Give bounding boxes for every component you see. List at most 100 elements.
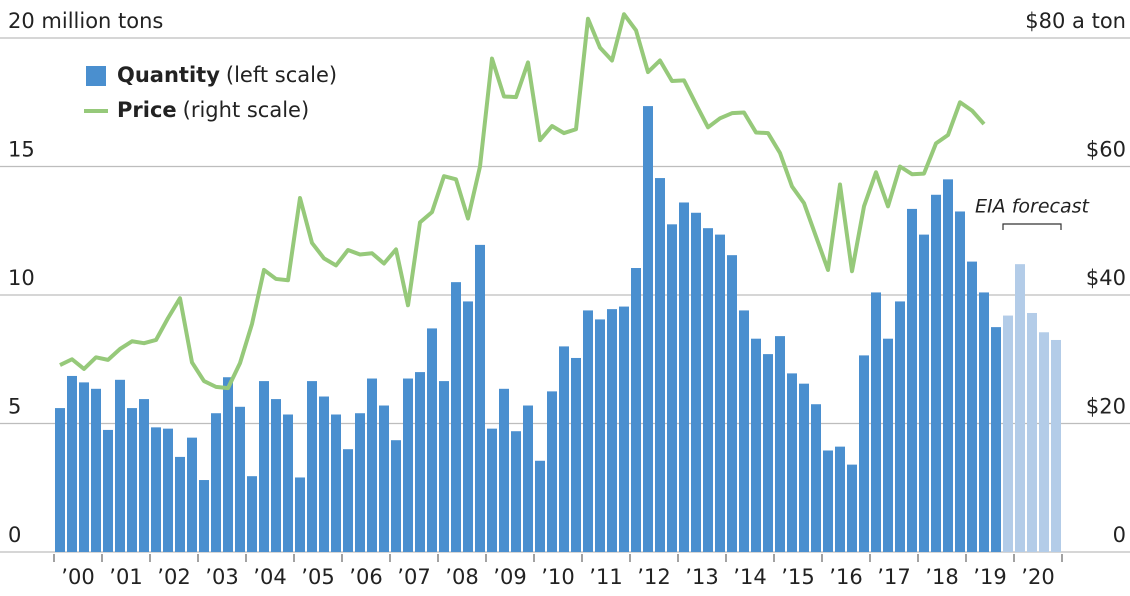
bar [631, 268, 641, 552]
bar [895, 301, 905, 552]
bar [787, 373, 797, 552]
bar [1039, 332, 1049, 552]
x-tick-label: ’13 [685, 565, 718, 589]
bar [523, 405, 533, 552]
bar [691, 212, 701, 552]
x-tick-label: ’03 [205, 565, 238, 589]
bar [79, 382, 89, 552]
bar [439, 381, 449, 552]
bar [139, 399, 149, 552]
legend-note: (left scale) [226, 63, 337, 87]
y-tick-label: 20 million tons [8, 9, 163, 33]
x-tick-label: ’07 [397, 565, 430, 589]
x-tick-label: ’18 [925, 565, 958, 589]
bar [67, 375, 77, 552]
bar [727, 255, 737, 553]
bars [55, 106, 1061, 553]
forecast-bracket [1002, 223, 1062, 230]
bar [907, 208, 917, 552]
x-tick-label: ’06 [349, 565, 382, 589]
bar [187, 437, 197, 552]
bar [607, 309, 617, 552]
y2-tick-label: $40 [1086, 266, 1126, 290]
bar [427, 328, 437, 552]
x-tick-label: ’15 [781, 565, 814, 589]
bar [487, 428, 497, 552]
bar [163, 428, 173, 552]
bar [583, 310, 593, 552]
bar [931, 194, 941, 552]
x-tick-label: ’12 [637, 565, 670, 589]
bar [667, 224, 677, 552]
x-tick-label: ’02 [157, 565, 190, 589]
y2-tick-label: $80 a ton [1025, 9, 1126, 33]
bar [979, 292, 989, 552]
bar [403, 378, 413, 552]
labels: 0 5 10 15 20 million tons 0 $20 $40 $60 $80 a ton… [8, 9, 1126, 589]
bar [835, 446, 845, 552]
y2-tick-label: 0 [1113, 523, 1126, 547]
bar [1051, 339, 1061, 552]
bar [967, 261, 977, 552]
bar [511, 431, 521, 552]
bar [91, 388, 101, 552]
x-tick-label: ’20 [1021, 565, 1054, 589]
bar [1003, 315, 1013, 552]
bar [763, 354, 773, 552]
x-tick-label: ’14 [733, 565, 766, 589]
bar [799, 383, 809, 552]
bar [643, 106, 653, 552]
bar [463, 301, 473, 552]
bar [103, 429, 113, 552]
bar [151, 427, 161, 552]
bar [775, 336, 785, 552]
bar [235, 406, 245, 552]
bar [715, 234, 725, 553]
bar [55, 408, 65, 552]
bar [283, 414, 293, 552]
legend-note: (right scale) [183, 98, 310, 122]
legend-entry: Quantity (left scale) [117, 63, 337, 87]
bar [499, 388, 509, 552]
x-tick-label: ’19 [973, 565, 1006, 589]
bar [859, 355, 869, 552]
x-tick-label: ’09 [493, 565, 526, 589]
bar [319, 396, 329, 552]
x-tick-label: ’08 [445, 565, 478, 589]
bar [307, 381, 317, 552]
bar [259, 381, 269, 552]
bar [127, 408, 137, 552]
legend-name: Price [117, 98, 177, 122]
bar [415, 372, 425, 552]
y-tick-label: 10 [8, 266, 35, 290]
bar [199, 480, 209, 552]
legend-name: Quantity [117, 63, 220, 87]
bar [943, 179, 953, 552]
legend-entry: Price (right scale) [117, 98, 309, 122]
grid [0, 37, 1130, 562]
bar [991, 327, 1001, 552]
bar [271, 399, 281, 552]
x-tick-label: ’16 [829, 565, 862, 589]
bar [535, 460, 545, 552]
bar [823, 450, 833, 552]
y-tick-label: 5 [8, 395, 21, 419]
bar [811, 404, 821, 552]
y-tick-label: 0 [8, 523, 21, 547]
y2-tick-label: $60 [1086, 138, 1126, 162]
bar [295, 477, 305, 552]
bar [355, 413, 365, 552]
bar [619, 306, 629, 552]
bar [703, 228, 713, 552]
bar [391, 440, 401, 552]
bar [343, 449, 353, 552]
bar [679, 202, 689, 553]
x-tick-label: ’17 [877, 565, 910, 589]
bar [655, 178, 665, 552]
legend-swatch [86, 66, 106, 86]
bar [247, 476, 257, 552]
y-tick-label: 15 [8, 138, 35, 162]
bar [955, 211, 965, 552]
price-line [59, 12, 986, 391]
bar [451, 282, 461, 552]
